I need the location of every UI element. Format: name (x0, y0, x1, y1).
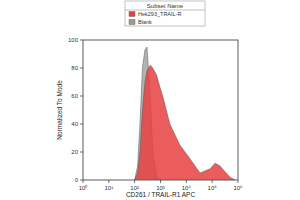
legend: Subset Name Hek293_TRAIL-R Blank (125, 1, 205, 26)
x-axis-label: CD261 / TRAIL-R1 APC (126, 191, 196, 198)
x-tick (212, 180, 213, 183)
legend-label: Blank (138, 19, 152, 25)
chart: 02040608010010⁰10¹10²10³10⁴10⁵10⁶CD261 /… (0, 0, 300, 200)
y-tick (80, 68, 83, 69)
legend-label: Hek293_TRAIL-R (138, 11, 181, 17)
x-tick-label: 10⁵ (208, 185, 218, 191)
x-tick-label: 10⁰ (79, 184, 88, 191)
y-axis-label: Normalized To Mode (56, 80, 63, 140)
plot-frame (83, 40, 238, 180)
x-tick-label: 10¹ (104, 185, 113, 191)
x-tick (238, 180, 239, 183)
x-tick (108, 180, 109, 183)
y-tick (80, 96, 83, 97)
x-tick (160, 180, 161, 183)
x-tick (134, 180, 135, 183)
y-tick-label: 60 (71, 93, 78, 99)
y-tick-label: 100 (68, 37, 79, 43)
x-tick (186, 180, 187, 183)
legend-title: Subset Name (147, 3, 184, 9)
data-group (135, 47, 235, 180)
legend-swatch (129, 12, 135, 17)
y-tick-label: 40 (71, 121, 78, 127)
legend-box (125, 1, 205, 26)
y-tick (80, 40, 83, 41)
y-tick-label: 20 (71, 149, 78, 155)
x-tick-label: 10⁶ (233, 185, 243, 191)
series-area (135, 47, 235, 180)
y-tick (80, 180, 83, 181)
y-tick (80, 152, 83, 153)
y-tick-label: 0 (75, 177, 79, 183)
y-tick (80, 124, 83, 125)
series-area (135, 65, 235, 180)
x-tick (83, 180, 84, 183)
y-tick-label: 80 (71, 65, 78, 71)
legend-swatch (129, 20, 135, 25)
